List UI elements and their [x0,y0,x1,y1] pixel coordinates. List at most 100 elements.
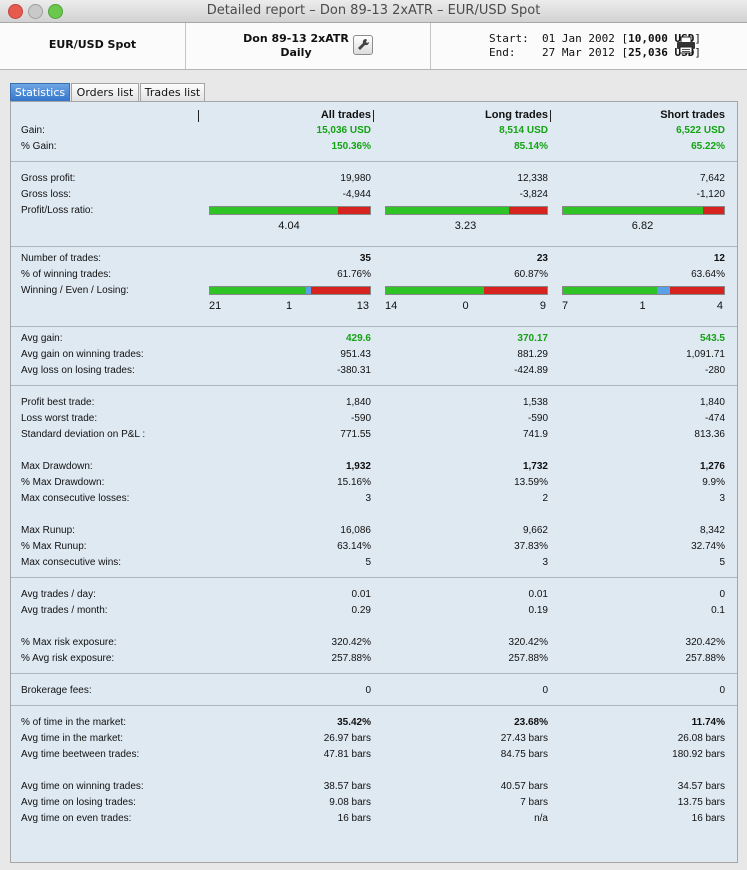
section-divider [11,577,737,578]
stat-value-short: 257.88% [685,653,725,664]
stat-row-std-dev: Standard deviation on P&L : 771.55 741.9 81… [11,427,737,443]
stat-row-max-dd: Max Drawdown: 1,932 1,732 1,276 [11,459,737,475]
stat-row-worst-trade: Loss worst trade: -590 -590 -474 [11,411,737,427]
end-label: End: [489,46,516,59]
stat-label: Profit/Loss ratio: [21,205,94,216]
column-header-all: All trades [320,109,371,121]
stat-row-avg-trades-day: Avg trades / day: 0.01 0.01 0 [11,587,737,603]
stat-row-avg-gain-win: Avg gain on winning trades: 951.43 881.29 1… [11,347,737,363]
profit-segment [563,207,704,214]
column-divider [198,110,199,122]
stat-value-all: 1,932 [345,461,371,472]
stat-row-pl-ratio: Profit/Loss ratio: 4.04 3.23 6.82 [11,203,737,232]
stat-value-long: 320.42% [508,637,548,648]
stat-value-long: 23 [536,253,548,264]
strategy-section: Don 89-13 2xATR Daily [186,23,431,69]
stat-value-short: 1,276 [699,461,725,472]
stat-value-all: 9.08 bars [329,797,371,808]
close-window-button[interactable] [8,4,23,19]
stat-value-long: 13.59% [514,477,548,488]
column-divider [550,110,551,122]
section-divider [11,673,737,674]
start-date: 01 Jan 2002 [542,32,615,45]
stat-value-short: 12 [713,253,725,264]
stat-value-short: 0 [719,685,725,696]
stat-value-all: 63.14% [337,541,371,552]
stat-row-avg-time-lose: Avg time on losing trades: 9.08 bars 7 bar… [11,795,737,811]
win-even-loss-bar [562,286,725,295]
stat-row-time-market-pct: % of time in the market: 35.42% 23.68% 11.7… [11,715,737,731]
minimize-window-button[interactable] [28,4,43,19]
stat-value-long: 60.87% [514,269,548,280]
stat-value-short: -474 [704,413,725,424]
stat-label: Max Runup: [21,525,75,536]
stat-label: % of winning trades: [21,269,112,280]
profit-loss-ratio-value: 6.82 [631,220,654,232]
stat-value-all: 19,980 [340,173,371,184]
stat-row-pct-max-dd: % Max Drawdown: 15.16% 13.59% 9.9% [11,475,737,491]
wrench-icon [358,38,370,50]
stat-row-pct-max-runup: % Max Runup: 63.14% 37.83% 32.74% [11,539,737,555]
stat-row-avg-time-even: Avg time on even trades: 16 bars n/a 16 bar… [11,811,737,827]
profit-segment [210,207,339,214]
stat-value-long: 1,732 [522,461,548,472]
stat-value-all: 771.55 [340,429,371,440]
stat-value-short: 0 [719,589,725,600]
stat-value-long: 370.17 [517,333,548,344]
stat-row-max-cons-losses: Max consecutive losses: 3 2 3 [11,491,737,507]
tab-statistics[interactable]: Statistics [10,83,70,102]
stat-label: Max consecutive losses: [21,493,130,504]
stat-label: Avg gain on winning trades: [21,349,144,360]
stat-value-long: 7 bars [520,797,548,808]
loss-count: 9 [539,300,546,312]
stat-value-long: 23.68% [514,717,548,728]
stat-value-all: 150.36% [331,141,371,152]
profit-loss-bar [385,206,548,215]
tab-orders-list[interactable]: Orders list [71,83,139,101]
stat-value-all: -4,944 [342,189,371,200]
stat-row-best-trade: Profit best trade: 1,840 1,538 1,840 [11,395,737,411]
stat-label: Gross profit: [21,173,76,184]
stat-value-short: 65.22% [691,141,725,152]
profit-loss-ratio-value: 3.23 [454,220,477,232]
stat-value-all: 15,036 USD [316,125,371,136]
stat-row-avg-gain: Avg gain: 429.6 370.17 543.5 [11,331,737,347]
stat-row-avg-time-market: Avg time in the market: 26.97 bars 27.43 b… [11,731,737,747]
stat-label: Avg time on even trades: [21,813,132,824]
even-count: 1 [285,300,293,312]
stat-label: Avg time on losing trades: [21,797,136,808]
even-segment [306,287,311,294]
stat-label: Number of trades: [21,253,102,264]
stat-row-max-risk: % Max risk exposure: 320.42% 320.42% 320.42… [11,635,737,651]
stat-value-short: 63.64% [691,269,725,280]
profit-segment [386,207,509,214]
stat-value-all: 38.57 bars [323,781,371,792]
stat-value-all: 1,840 [345,397,371,408]
stat-value-all: 35 [359,253,371,264]
stat-row-gross-profit: Gross profit: 19,980 12,338 7,642 [11,171,737,187]
stat-value-short: 11.74% [691,717,725,728]
stat-value-short: 34.57 bars [677,781,725,792]
win-count: 7 [562,300,569,312]
stat-value-all: -590 [350,413,371,424]
stat-row-num-trades: Number of trades: 35 23 12 [11,251,737,267]
statistics-panel: All trades Long trades Short trades Gain… [10,101,738,863]
zoom-window-button[interactable] [48,4,63,19]
stat-label: Winning / Even / Losing: [21,285,129,296]
stat-value-long: 84.75 bars [500,749,548,760]
winning-segment [210,287,306,294]
stat-row-avg-trades-month: Avg trades / month: 0.29 0.19 0.1 [11,603,737,619]
stat-value-all: 61.76% [337,269,371,280]
stat-label: % of time in the market: [21,717,127,728]
stat-label: Gain: [21,125,45,136]
tab-trades-list[interactable]: Trades list [140,83,205,101]
strategy-settings-button[interactable] [353,35,373,55]
stat-value-all: 0 [365,685,371,696]
profit-loss-bar [562,206,725,215]
stat-label: Avg time on winning trades: [21,781,144,792]
stat-value-long: n/a [534,813,548,824]
print-button[interactable] [676,36,696,54]
dates-section: Start: 01 Jan 2002 [10,000 USD] End: 27 … [431,23,747,69]
loss-count: 4 [716,300,723,312]
win-even-loss-bar [209,286,371,295]
